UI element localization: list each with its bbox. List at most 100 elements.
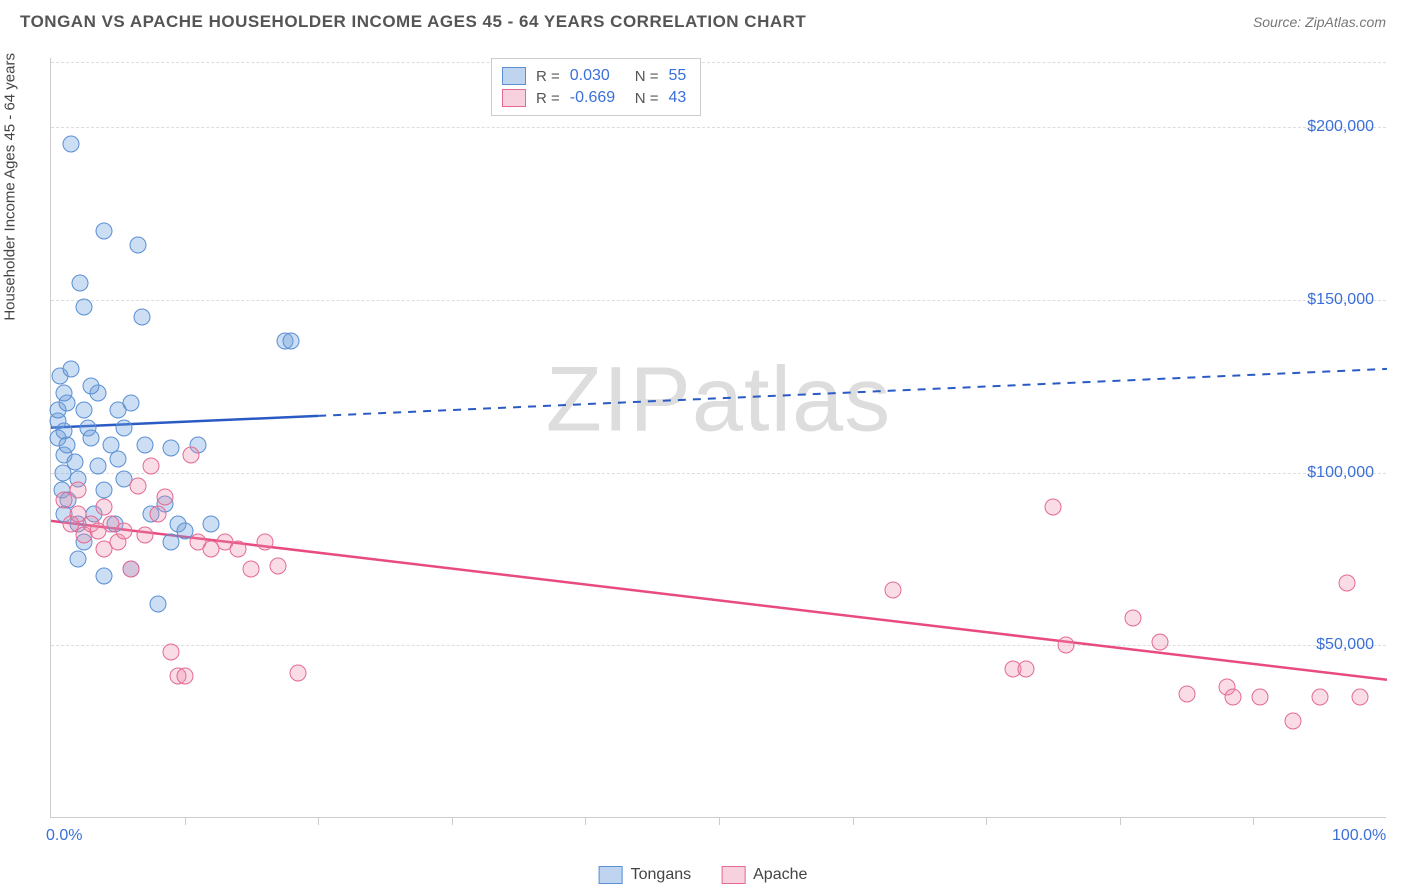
watermark: ZIPatlas [546,347,891,452]
data-point [243,561,260,578]
x-tick [185,817,186,825]
data-point [1312,689,1329,706]
data-point [116,419,133,436]
x-tick [585,817,586,825]
data-point [203,516,220,533]
legend-item-apache: Apache [721,866,807,884]
gridline [51,127,1386,128]
data-point [149,595,166,612]
r-label: R = [536,68,560,85]
data-point [1018,661,1035,678]
swatch-blue [599,866,623,884]
data-point [116,523,133,540]
data-point [133,309,150,326]
swatch-pink [721,866,745,884]
n-label: N = [635,68,659,85]
data-point [59,436,76,453]
data-point [1252,689,1269,706]
scatter-chart: ZIPatlas $50,000 $100,000 $150,000 $200,000… [50,58,1386,818]
data-point [163,644,180,661]
data-point [129,478,146,495]
data-point [69,481,86,498]
r-value: -0.669 [570,89,625,107]
data-point [1058,637,1075,654]
r-value: 0.030 [570,67,625,85]
data-point [1125,609,1142,626]
data-point [72,274,89,291]
gridline [51,645,1386,646]
data-point [1151,633,1168,650]
data-point [163,440,180,457]
gridline [51,300,1386,301]
data-point [183,447,200,464]
x-tick [452,817,453,825]
n-label: N = [635,90,659,107]
gridline [51,473,1386,474]
swatch-icon [502,89,526,107]
x-tick [986,817,987,825]
x-tick [719,817,720,825]
data-point [176,668,193,685]
data-point [67,454,84,471]
data-point [1045,499,1062,516]
data-point [96,499,113,516]
data-point [89,457,106,474]
data-point [156,488,173,505]
data-point [230,540,247,557]
legend-item-tongans: Tongans [599,866,692,884]
data-point [1285,713,1302,730]
x-tick-label: 100.0% [1332,827,1386,845]
data-point [76,402,93,419]
legend-stats: R = 0.030 N = 55 R = -0.669 N = 43 [491,58,701,116]
data-point [283,333,300,350]
data-point [1338,575,1355,592]
data-point [76,298,93,315]
n-value: 55 [669,67,687,85]
y-axis-label: Householder Income Ages 45 - 64 years [2,53,19,321]
data-point [63,136,80,153]
data-point [63,360,80,377]
data-point [96,222,113,239]
r-label: R = [536,90,560,107]
y-tick-label: $150,000 [1307,291,1374,309]
data-point [56,385,73,402]
n-value: 43 [669,89,687,107]
y-tick-label: $200,000 [1307,118,1374,136]
x-tick-label: 0.0% [46,827,82,845]
data-point [290,664,307,681]
data-point [256,533,273,550]
data-point [69,550,86,567]
legend-stats-row: R = -0.669 N = 43 [502,87,686,109]
chart-header: TONGAN VS APACHE HOUSEHOLDER INCOME AGES… [0,0,1406,40]
chart-source: Source: ZipAtlas.com [1253,14,1386,30]
y-tick-label: $50,000 [1316,636,1374,654]
legend-stats-row: R = 0.030 N = 55 [502,65,686,87]
legend-label: Apache [753,866,807,884]
data-point [149,506,166,523]
x-tick [318,817,319,825]
legend-label: Tongans [631,866,692,884]
swatch-icon [502,67,526,85]
data-point [129,236,146,253]
data-point [83,378,100,395]
y-tick-label: $100,000 [1307,464,1374,482]
data-point [136,526,153,543]
data-point [1352,689,1369,706]
data-point [123,561,140,578]
data-point [136,436,153,453]
data-point [96,568,113,585]
data-point [270,557,287,574]
x-tick [1253,817,1254,825]
data-point [109,450,126,467]
x-tick [1120,817,1121,825]
legend-bottom: Tongans Apache [599,866,808,884]
data-point [83,430,100,447]
data-point [884,582,901,599]
data-point [143,457,160,474]
data-point [123,395,140,412]
chart-title: TONGAN VS APACHE HOUSEHOLDER INCOME AGES… [20,12,806,32]
data-point [1225,689,1242,706]
data-point [1178,685,1195,702]
x-tick [853,817,854,825]
data-point [96,481,113,498]
